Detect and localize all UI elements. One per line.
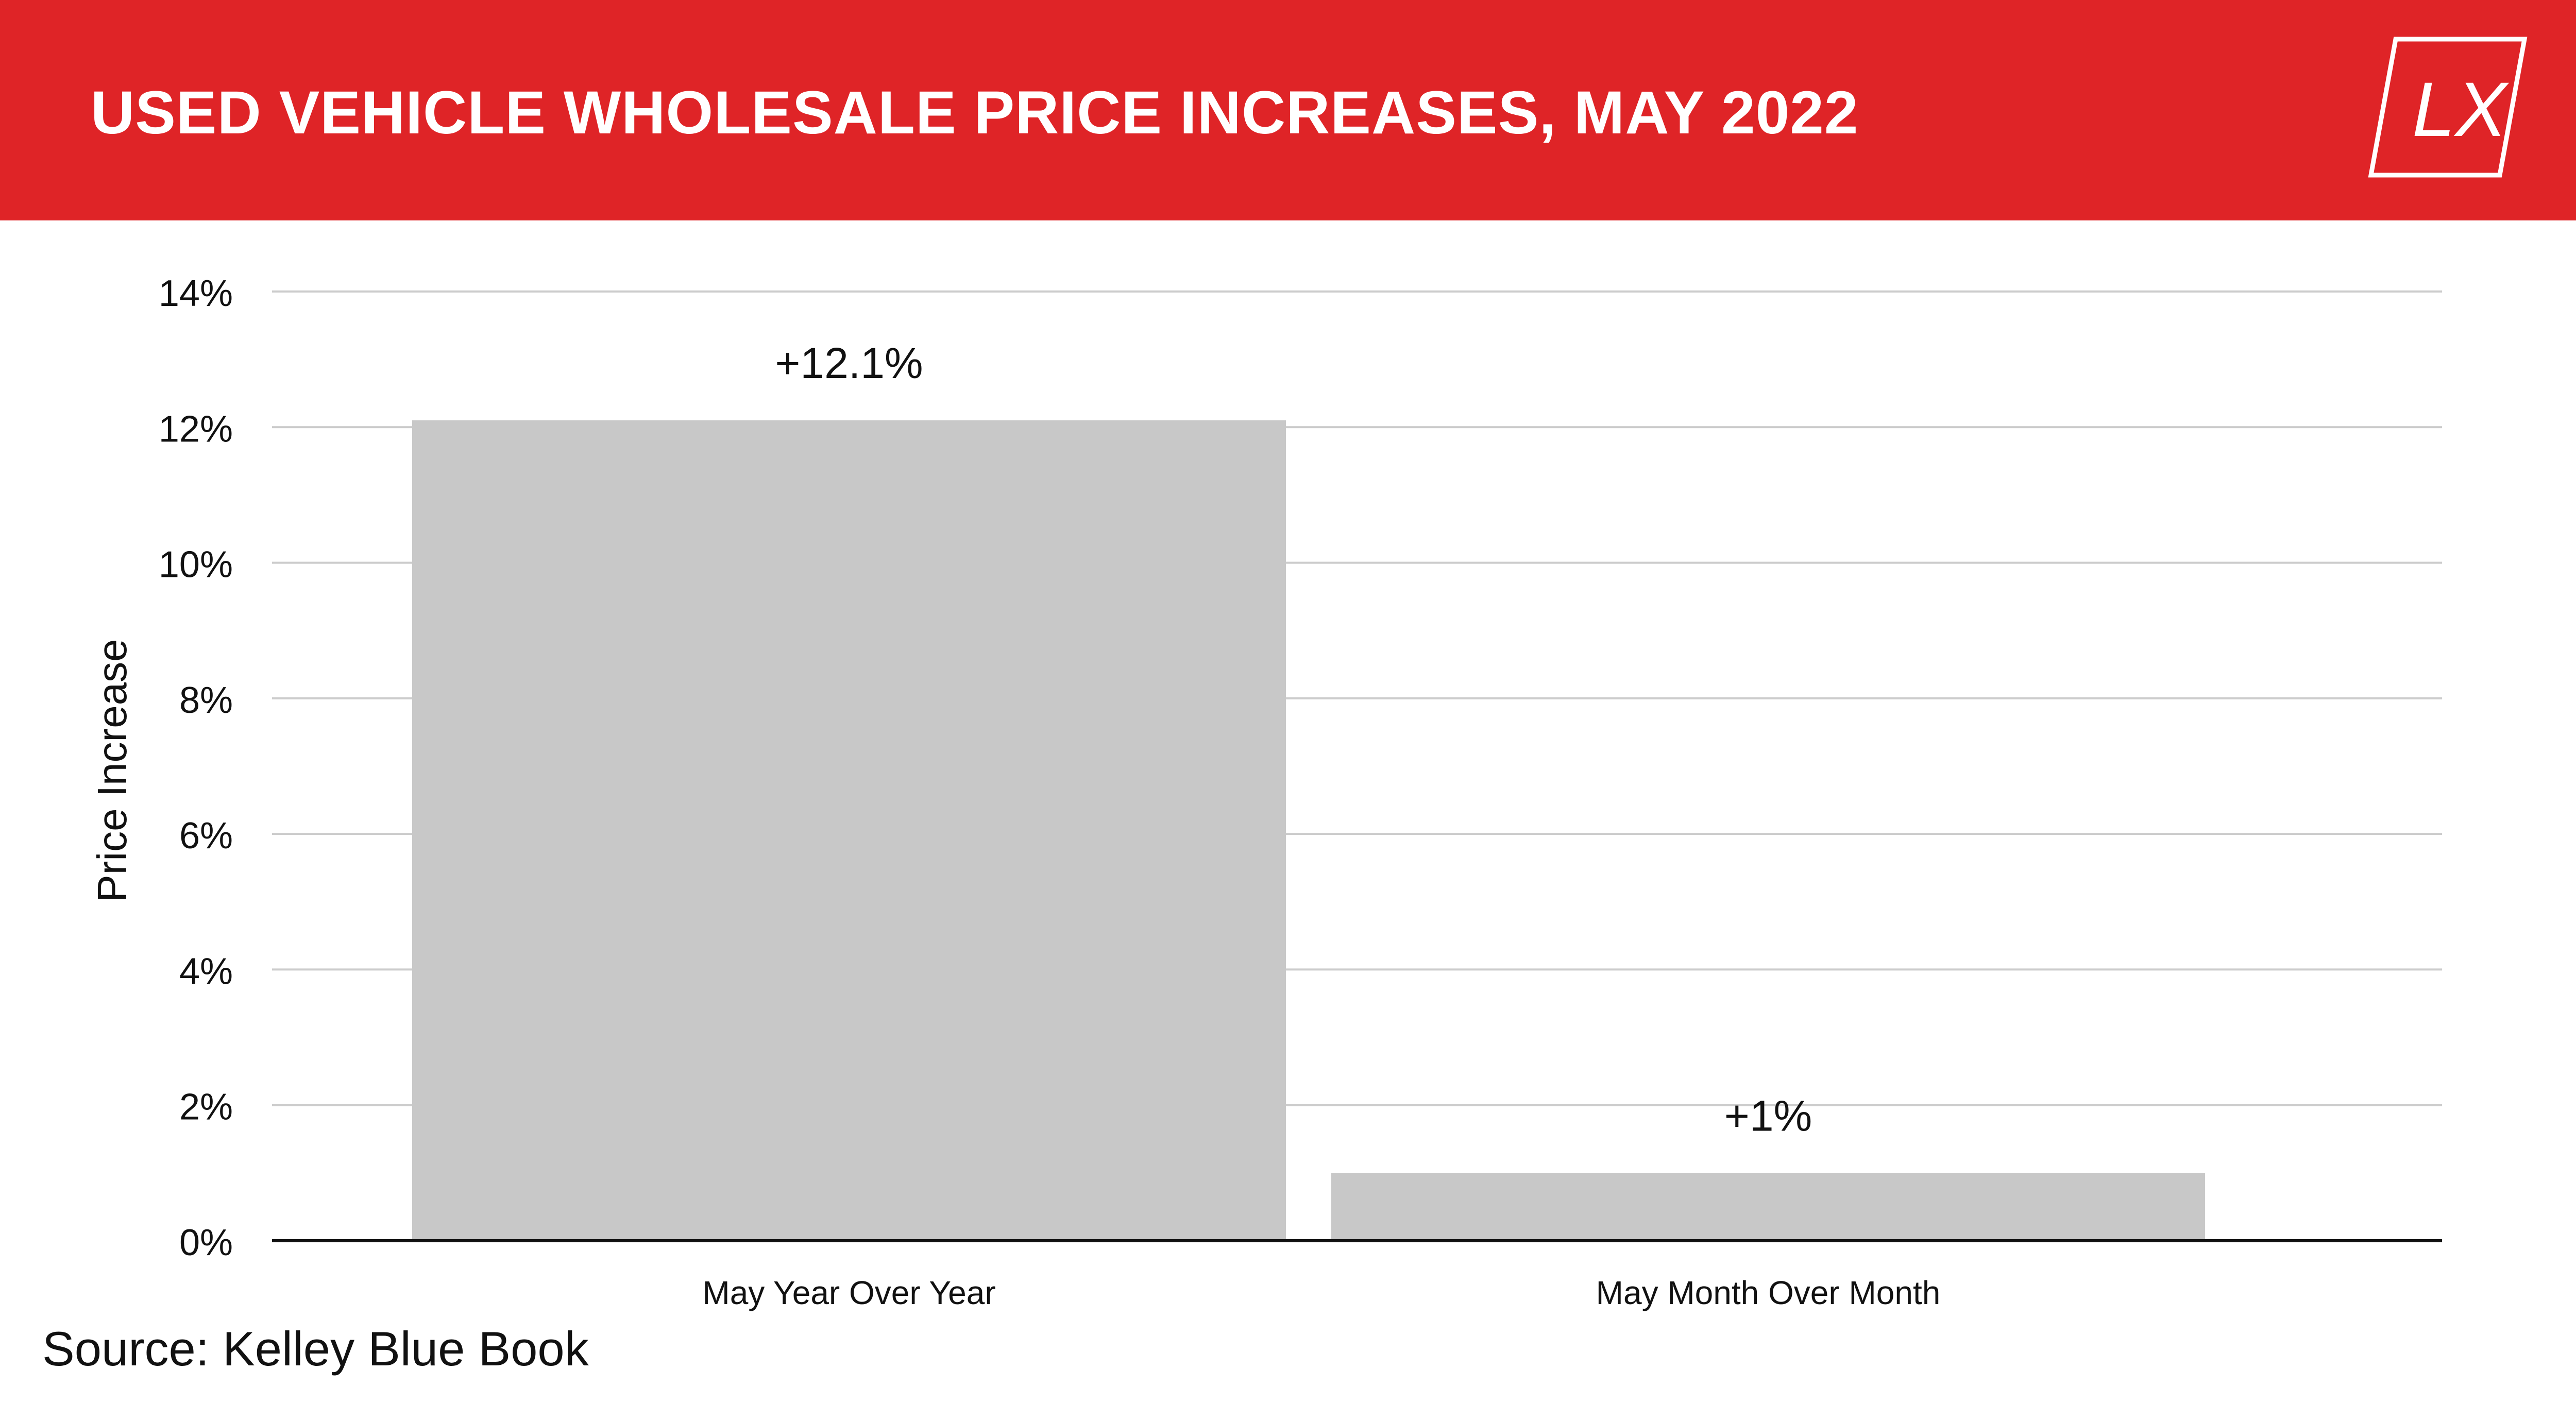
data-labels: +12.1% +1% <box>775 339 1812 1140</box>
bar-chart: 0% 2% 4% 6% 8% 10% 12% 14% +12.1% +1% May Year O… <box>89 273 2442 1311</box>
x-tick-label: May Year Over Year <box>702 1274 995 1311</box>
data-label: +12.1% <box>775 339 923 387</box>
bar <box>412 420 1286 1241</box>
x-axis-ticks: May Year Over Year May Month Over Month <box>702 1274 1940 1311</box>
logo-text: LX <box>2412 66 2509 152</box>
y-axis-ticks: 0% 2% 4% 6% 8% 10% 12% 14% <box>159 273 233 1263</box>
y-tick-label: 4% <box>179 951 233 992</box>
source-note: Source: Kelley Blue Book <box>42 1322 589 1376</box>
bars <box>412 420 2205 1241</box>
y-tick-label: 8% <box>179 680 233 721</box>
lx-logo-icon: LX <box>2368 37 2528 178</box>
y-tick-label: 14% <box>159 273 233 314</box>
y-tick-label: 10% <box>159 544 233 586</box>
y-tick-label: 12% <box>159 408 233 450</box>
chart-title: USED VEHICLE WHOLESALE PRICE INCREASES, … <box>91 79 1859 147</box>
x-tick-label: May Month Over Month <box>1596 1274 1941 1311</box>
y-tick-label: 0% <box>179 1222 233 1263</box>
y-tick-label: 6% <box>179 815 233 857</box>
y-tick-label: 2% <box>179 1087 233 1128</box>
header-banner: USED VEHICLE WHOLESALE PRICE INCREASES, … <box>0 0 2576 220</box>
y-axis-label: Price Increase <box>89 639 135 902</box>
data-label: +1% <box>1724 1091 1812 1140</box>
bar <box>1331 1173 2205 1241</box>
